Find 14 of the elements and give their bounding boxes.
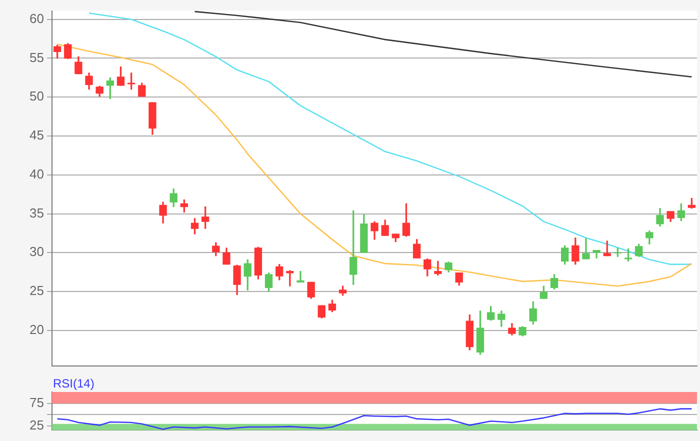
y-tick-label: 60 [30,10,44,26]
y-tick-label: 25 [30,418,44,433]
candlestick [296,270,304,283]
y-tick-label: 75 [30,394,44,410]
y-tick-label: 50 [30,88,44,104]
y-tick-label: 55 [30,50,44,65]
y-tick-label: 25 [30,283,44,298]
y-tick-label: 45 [30,128,44,143]
y-tick-label: 40 [30,166,44,182]
chart-title: RSI(14) [53,376,94,390]
y-tick-label: 20 [30,322,44,338]
y-tick-label: 30 [30,244,44,260]
candlestick [434,260,442,276]
y-tick-label: 35 [30,205,44,220]
